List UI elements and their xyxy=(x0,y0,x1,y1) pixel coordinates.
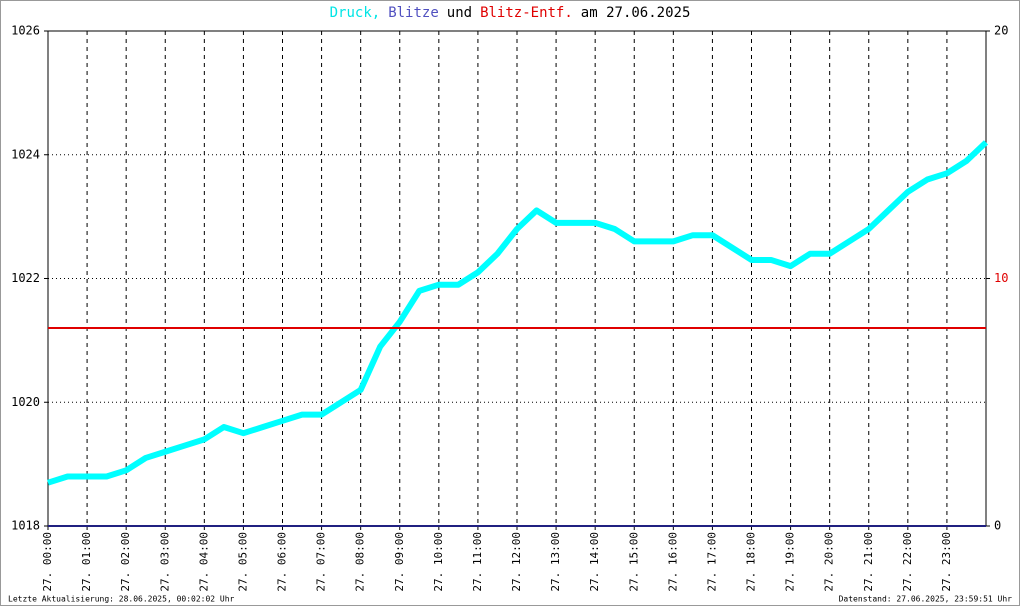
y-tick-label: 1022 xyxy=(11,271,40,285)
footer-right: Datenstand: 27.06.2025, 23:59:51 Uhr xyxy=(839,595,1013,604)
x-tick-label: 27. 05:00 xyxy=(236,532,249,592)
x-tick-label: 27. 17:00 xyxy=(705,532,718,592)
x-tick-label: 27. 20:00 xyxy=(823,532,836,592)
x-tick-label: 27. 02:00 xyxy=(119,532,132,592)
y2-tick-label: 10 xyxy=(994,271,1008,285)
y-tick-label: 1018 xyxy=(11,519,40,533)
title-part: am 27.06.2025 xyxy=(581,5,691,21)
y-tick-label: 1024 xyxy=(11,147,40,161)
x-tick-label: 27. 03:00 xyxy=(158,532,171,592)
x-tick-label: 27. 23:00 xyxy=(940,532,953,592)
x-tick-label: 27. 00:00 xyxy=(41,532,54,592)
x-tick-label: 27. 12:00 xyxy=(510,532,523,592)
x-tick-label: 27. 16:00 xyxy=(666,532,679,592)
y2-tick-label: 0 xyxy=(994,519,1001,533)
y2-tick-label: 20 xyxy=(994,24,1008,38)
title-part: Druck, xyxy=(330,5,381,21)
x-tick-label: 27. 09:00 xyxy=(393,532,406,592)
series-line xyxy=(47,140,989,486)
x-tick-label: 27. 10:00 xyxy=(432,532,445,592)
x-tick-label: 27. 07:00 xyxy=(315,532,328,592)
title-part: Blitze xyxy=(388,5,439,21)
footer-left: Letzte Aktualisierung: 28.06.2025, 00:02… xyxy=(8,595,235,604)
x-tick-label: 27. 01:00 xyxy=(80,532,93,592)
y-tick-label: 1026 xyxy=(11,24,40,38)
x-tick-label: 27. 08:00 xyxy=(354,532,367,592)
x-tick-label: 27. 15:00 xyxy=(627,532,640,592)
x-tick-label: 27. 21:00 xyxy=(862,532,875,592)
x-tick-label: 27. 06:00 xyxy=(276,532,289,592)
x-tick-label: 27. 19:00 xyxy=(784,532,797,592)
title-part: Blitz-Entf. xyxy=(480,5,573,21)
x-tick-label: 27. 22:00 xyxy=(901,532,914,592)
chart-title: Druck, Blitze und Blitz-Entf. am 27.06.2025 xyxy=(330,5,691,21)
x-tick-label: 27. 18:00 xyxy=(745,532,758,592)
y-tick-label: 1020 xyxy=(11,395,40,409)
x-tick-label: 27. 11:00 xyxy=(471,532,484,592)
x-tick-label: 27. 04:00 xyxy=(197,532,210,592)
title-part: und xyxy=(447,5,472,21)
x-tick-label: 27. 14:00 xyxy=(588,532,601,592)
x-tick-label: 27. 13:00 xyxy=(549,532,562,592)
